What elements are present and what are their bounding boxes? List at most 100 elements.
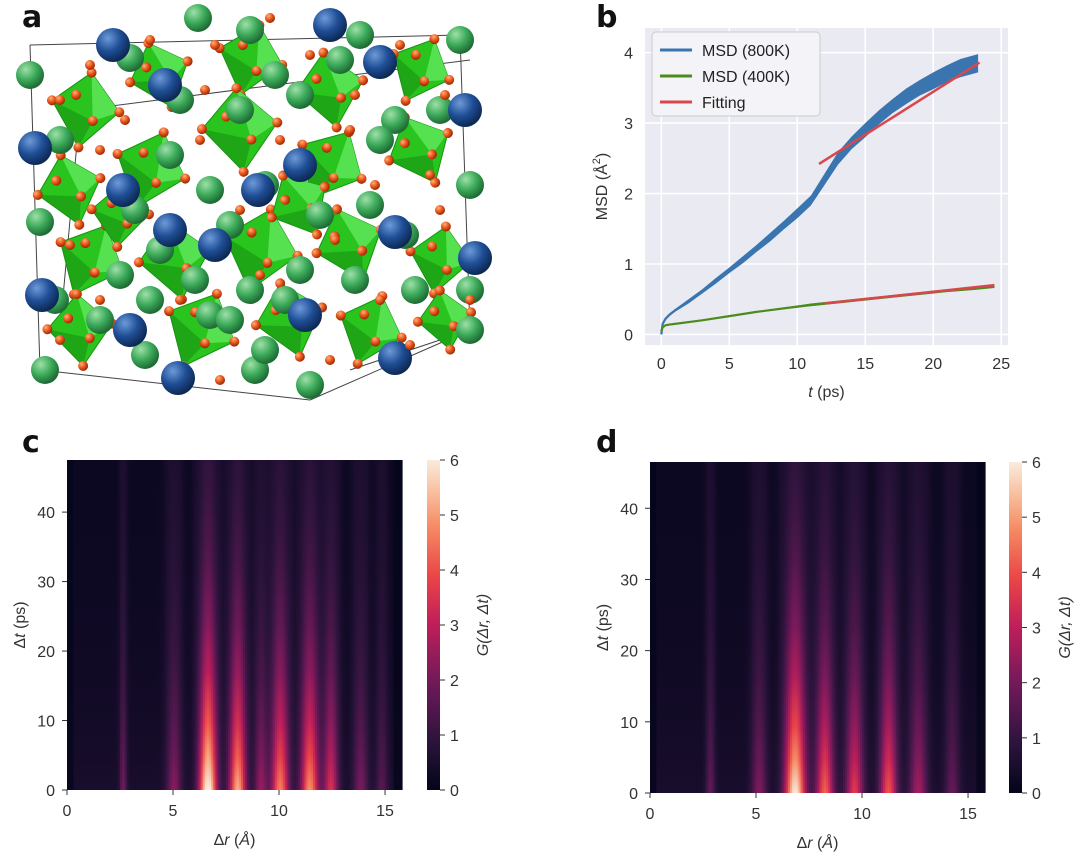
heatmap-column	[934, 462, 937, 793]
oxygen-atom	[345, 125, 355, 135]
oxygen-atom	[435, 205, 445, 215]
heatmap-column	[747, 462, 751, 793]
heatmap-column	[910, 462, 914, 793]
octahedron	[32, 150, 106, 230]
oxygen-atom	[55, 335, 65, 345]
heatmap-column	[779, 462, 783, 793]
y-axis-label: Δt (ps)	[595, 604, 612, 651]
heatmap-column	[141, 460, 144, 790]
heatmap-column	[783, 462, 787, 793]
blue-atom	[241, 173, 275, 207]
heatmap-column	[266, 460, 270, 790]
oxygen-atom	[51, 175, 62, 186]
blue-atom	[378, 341, 412, 375]
heatmap-column	[972, 462, 975, 793]
y-tick-label: 30	[620, 572, 638, 589]
oxygen-atom	[396, 332, 407, 343]
octahedron-face	[255, 325, 302, 357]
heatmap-column	[399, 460, 403, 790]
octahedron	[384, 112, 453, 188]
heatmap-column	[153, 460, 157, 790]
x-tick-label: 25	[992, 356, 1010, 373]
oxygen-atom	[78, 360, 89, 371]
heatmap-column	[900, 462, 903, 793]
heatmap-column	[696, 462, 700, 793]
heatmap-column	[840, 462, 844, 793]
heatmap-column	[925, 462, 929, 793]
oxygen-atom	[150, 177, 161, 188]
green-atom	[136, 286, 164, 314]
octahedron-face	[424, 39, 450, 82]
heatmap-column	[700, 462, 704, 793]
heatmap-column	[134, 460, 138, 790]
oxygen-atom	[84, 333, 95, 344]
heatmap-column	[332, 460, 335, 790]
colorbar-tick-label: 6	[450, 453, 459, 470]
heatmap-column	[978, 462, 982, 793]
blue-atom	[161, 361, 195, 395]
oxygen-atom	[445, 344, 456, 355]
oxygen-atom	[250, 320, 261, 331]
heatmap-column	[872, 462, 876, 793]
blue-atom	[378, 215, 412, 249]
heatmap-column	[198, 460, 202, 790]
heatmap-column	[675, 462, 679, 793]
heatmap-column	[796, 462, 800, 793]
heatmap-column	[908, 462, 912, 793]
oxygen-atom	[141, 62, 152, 73]
y-tick-label: 30	[37, 575, 55, 592]
heatmap-column	[698, 462, 702, 793]
series-line	[824, 283, 995, 305]
oxygen-atom	[465, 295, 475, 305]
colorbar-tick-label: 0	[450, 783, 459, 800]
heatmap-column	[215, 460, 219, 790]
x-tick-label: 15	[856, 356, 874, 373]
heatmap-column	[762, 462, 766, 793]
heatmap-column	[961, 462, 965, 793]
heatmap-column	[948, 462, 952, 793]
heatmap-column	[310, 460, 314, 790]
x-tick-label: 20	[924, 356, 942, 373]
panel-label-d: d	[596, 425, 618, 460]
oxygen-atom	[395, 40, 405, 50]
heatmap-column	[389, 460, 392, 790]
heatmap-column	[236, 460, 240, 790]
colorbar-tick-label: 3	[1032, 621, 1041, 638]
heatmap-column	[715, 462, 719, 793]
heatmap-column	[122, 460, 125, 790]
heatmap-column	[834, 462, 838, 793]
colorbar	[1009, 462, 1022, 793]
oxygen-atom	[266, 212, 277, 223]
heatmap-column	[889, 462, 893, 793]
heatmap-column	[370, 460, 373, 790]
heatmap-column	[756, 462, 759, 793]
oxygen-atom	[95, 295, 105, 305]
heatmap-column	[363, 460, 367, 790]
octahedron-face	[169, 311, 205, 367]
heatmap-column	[811, 462, 814, 793]
colorbar	[427, 460, 440, 790]
oxygen-atom	[275, 278, 286, 289]
heatmap-column	[234, 460, 238, 790]
heatmap-column	[353, 460, 356, 790]
heatmap-column	[885, 462, 889, 793]
green-atom	[401, 276, 429, 304]
oxygen-atom	[331, 122, 342, 133]
oxygen-atom	[74, 219, 85, 230]
octahedron-face	[37, 194, 82, 225]
oxygen-atom	[265, 13, 275, 23]
heatmap-column	[874, 462, 878, 793]
oxygen-atom	[297, 139, 308, 150]
oxygen-atom	[312, 229, 322, 240]
green-atom	[216, 306, 244, 334]
x-axis-label: Δr (Å)	[797, 833, 839, 852]
heatmap-column	[351, 460, 354, 790]
octahedron-face	[404, 117, 448, 155]
oxygen-atom	[305, 50, 315, 60]
heatmap-column	[749, 462, 753, 793]
heatmap-column	[217, 460, 221, 790]
heatmap-column	[688, 462, 691, 793]
heatmap-column	[866, 462, 869, 793]
heatmap-column	[147, 460, 151, 790]
heatmap-column	[876, 462, 880, 793]
